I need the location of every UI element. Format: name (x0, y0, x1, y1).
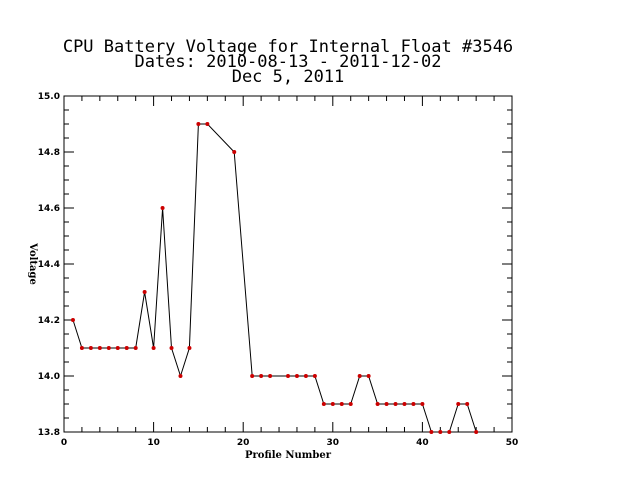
data-point (384, 402, 389, 406)
y-tick-label: 15.0 (38, 92, 60, 102)
y-axis-label: Voltage (27, 242, 38, 285)
data-point (303, 374, 308, 378)
data-point (465, 402, 470, 406)
data-point (366, 374, 371, 378)
data-point (133, 346, 138, 350)
data-point (160, 206, 165, 210)
x-tick-label: 40 (416, 438, 429, 448)
data-point (402, 402, 407, 406)
series-voltage (70, 122, 479, 434)
y-tick-label: 14.2 (38, 316, 60, 326)
data-point (142, 290, 147, 294)
title-line-3: Dec 5, 2011 (232, 67, 345, 87)
data-point (259, 374, 264, 378)
data-point (79, 346, 84, 350)
x-tick-label: 0 (61, 438, 67, 448)
data-point (169, 346, 174, 350)
chart-title: CPU Battery Voltage for Internal Float #… (63, 37, 513, 87)
data-point (151, 346, 156, 350)
data-point (205, 122, 210, 126)
x-tick-label: 50 (506, 438, 519, 448)
data-point (115, 346, 120, 350)
data-point (420, 402, 425, 406)
data-point (456, 402, 461, 406)
data-point (330, 402, 335, 406)
data-point (474, 430, 479, 434)
x-tick-label: 30 (327, 438, 340, 448)
x-axis-label: Profile Number (245, 450, 332, 461)
plot-frame (63, 95, 513, 433)
data-point (250, 374, 255, 378)
data-point (196, 122, 201, 126)
data-point (124, 346, 129, 350)
data-point (321, 402, 326, 406)
data-point (393, 402, 398, 406)
y-tick-label: 14.0 (38, 372, 60, 382)
x-axis: 0 10 20 30 40 50 (61, 96, 518, 448)
data-point (232, 150, 237, 154)
data-point (106, 346, 111, 350)
data-point (447, 430, 452, 434)
data-point (178, 374, 183, 378)
title-line-1: CPU Battery Voltage for Internal Float #… (63, 37, 513, 57)
data-point (438, 430, 443, 434)
data-point (268, 374, 273, 378)
data-point (97, 346, 102, 350)
data-point (339, 402, 344, 406)
data-point (187, 346, 192, 350)
minor-ticks (64, 96, 512, 432)
y-tick-label: 14.6 (38, 204, 60, 214)
y-tick-label: 13.8 (38, 428, 60, 438)
data-point (348, 402, 353, 406)
data-point (88, 346, 93, 350)
data-point (411, 402, 416, 406)
y-tick-label: 14.4 (38, 260, 60, 270)
data-point (70, 318, 75, 322)
data-point (375, 402, 380, 406)
x-tick-label: 20 (237, 438, 250, 448)
data-point (429, 430, 434, 434)
y-axis: 13.8 14.0 14.2 14.4 14.6 14.8 15.0 (38, 92, 512, 438)
title-line-2: Dates: 2010-08-13 - 2011-12-02 (134, 52, 441, 72)
data-point (312, 374, 317, 378)
data-point (294, 374, 299, 378)
x-tick-label: 10 (147, 438, 160, 448)
series-line (72, 123, 477, 433)
data-point (286, 374, 290, 378)
y-tick-label: 14.8 (38, 148, 60, 158)
data-point (357, 374, 362, 378)
